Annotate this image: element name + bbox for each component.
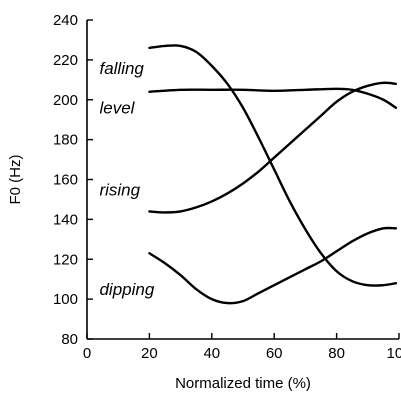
y-tick-label: 120 [53, 251, 78, 268]
x-tick-label: 60 [266, 345, 283, 362]
x-tick-label: 0 [83, 345, 91, 362]
y-tick-label: 80 [61, 331, 78, 348]
ticks: 80 100 120 140 160 180 200 220 240 0 20 40 60 80 100 [53, 12, 401, 362]
y-axis-title: F0 (Hz) [7, 155, 24, 205]
series-lines [148, 44, 398, 305]
y-tick-label: 220 [53, 52, 78, 69]
y-tick-label: 180 [53, 132, 78, 149]
x-tick-label: 80 [328, 345, 345, 362]
y-tick-label: 200 [53, 92, 78, 109]
series-line-dipping [148, 226, 398, 305]
x-tick-label: 40 [203, 345, 220, 362]
y-tick-label: 160 [53, 172, 78, 189]
y-tick-label: 100 [53, 291, 78, 308]
y-tick-label: 240 [53, 12, 78, 29]
annotations: falling level rising dipping [99, 59, 154, 299]
x-tick-label: 20 [141, 345, 158, 362]
series-line-falling [148, 44, 398, 287]
y-tick-label: 140 [53, 211, 78, 228]
annotation-falling: falling [99, 59, 144, 78]
series-line-level [148, 87, 398, 109]
annotation-dipping: dipping [99, 280, 154, 299]
x-tick-label: 100 [386, 345, 401, 362]
series-line-rising [148, 81, 398, 214]
x-axis-title: Normalized time (%) [175, 375, 311, 392]
annotation-level: level [99, 99, 135, 118]
annotation-rising: rising [99, 180, 140, 199]
